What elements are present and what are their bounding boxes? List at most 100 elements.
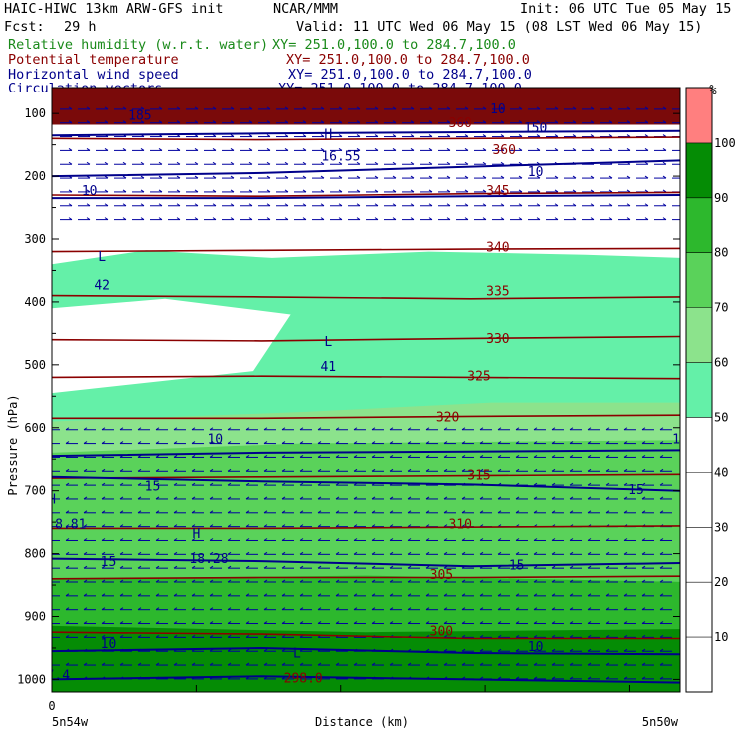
colorbar-band-50 xyxy=(686,362,712,418)
wind-vector-head xyxy=(554,147,559,151)
wind-vector-head xyxy=(101,579,106,583)
wind-vector-head xyxy=(389,510,394,514)
wind-vector-head xyxy=(137,524,142,528)
wind-vector-head xyxy=(48,677,51,679)
contour-label-extrema: 42 xyxy=(94,278,110,293)
wind-vector-head xyxy=(191,482,196,486)
wind-vector-head xyxy=(425,496,430,500)
wind-vector-head xyxy=(533,593,538,597)
wind-vector-head xyxy=(407,496,412,500)
wind-vector-head xyxy=(518,147,523,151)
wind-vector-head xyxy=(482,134,487,137)
wind-vector-head xyxy=(497,455,502,458)
wind-vector-head xyxy=(48,428,51,430)
wind-vector-head xyxy=(461,524,466,528)
wind-vector-head xyxy=(425,565,430,569)
wind-vector-head xyxy=(335,551,340,555)
wind-vector-head xyxy=(299,593,304,597)
wind-vector-head xyxy=(389,662,394,666)
wind-vector-head xyxy=(443,455,448,458)
wind-vector-head xyxy=(353,496,358,500)
wind-vector-head xyxy=(335,565,340,569)
wind-vector-head xyxy=(644,120,649,124)
colorbar-tick-label: 30 xyxy=(714,520,728,534)
wind-vector-head xyxy=(194,147,199,151)
wind-vector-head xyxy=(65,607,70,611)
wind-vector-head xyxy=(284,189,289,193)
wind-vector-head xyxy=(209,662,214,666)
fcst-value: 29 h xyxy=(64,19,97,35)
wind-vector-head xyxy=(425,579,430,583)
wind-vector-head xyxy=(623,427,628,431)
wind-vector-head xyxy=(410,106,415,110)
wind-vector-head xyxy=(587,538,592,541)
wind-vector-head xyxy=(389,468,394,472)
wind-vector-head xyxy=(482,217,487,221)
wind-vector-head xyxy=(356,134,361,137)
wind-vector-head xyxy=(230,106,235,110)
wind-vector-head xyxy=(137,482,142,486)
wind-vector-head xyxy=(317,468,322,472)
wind-vector-head xyxy=(140,175,145,179)
wind-vector-head xyxy=(158,217,163,221)
theta-line-300 xyxy=(52,631,680,640)
wind-vector-head xyxy=(353,468,358,472)
wind-vector-head xyxy=(137,565,142,569)
wind-vector-head xyxy=(551,634,556,638)
wind-vector-head xyxy=(461,634,466,638)
wind-vector-head xyxy=(212,106,217,110)
wind-vector-head xyxy=(284,147,289,151)
wind-vector-head xyxy=(500,189,505,193)
wind-vector-head xyxy=(443,662,448,666)
wind-vector-head xyxy=(659,579,664,583)
wind-vector-head xyxy=(515,676,520,680)
wind-vector-head xyxy=(605,496,610,500)
wind-vector-head xyxy=(428,203,433,207)
wind-vector-head xyxy=(554,134,559,137)
wind-vector-head xyxy=(464,203,469,207)
wind-vector-head xyxy=(641,538,646,541)
wind-vector-head xyxy=(605,538,610,541)
wind-vector-head xyxy=(464,106,469,110)
wind-vector-head xyxy=(245,648,250,652)
wind-vector-head xyxy=(266,189,271,193)
wind-vector-head xyxy=(191,468,196,472)
wind-vector-head xyxy=(68,147,73,151)
wind-vector-head xyxy=(590,189,595,193)
wind-vector-head xyxy=(623,634,628,638)
wind-vector-head xyxy=(137,551,142,555)
wind-vector-head xyxy=(209,565,214,569)
wind-vector-head xyxy=(425,427,430,431)
wind-vector-head xyxy=(281,662,286,666)
wind-vector-head xyxy=(428,175,433,179)
wind-vector-head xyxy=(65,579,70,583)
wind-vector-head xyxy=(122,189,127,193)
wind-vector-head xyxy=(425,510,430,514)
wind-vector-head xyxy=(140,203,145,207)
wind-vector-head xyxy=(119,607,124,611)
wind-vector-head xyxy=(605,551,610,555)
contour-label-wind: 10 xyxy=(528,640,544,655)
contour-label-theta: 300 xyxy=(430,624,453,639)
wind-vector-head xyxy=(155,468,160,472)
wind-vector-head xyxy=(569,607,574,611)
wind-vector-head xyxy=(425,524,430,528)
wind-vector-head xyxy=(371,538,376,541)
wind-vector-head xyxy=(284,175,289,179)
wind-vector-head xyxy=(122,106,127,110)
valid-time: Valid: 11 UTC Wed 06 May 15 (08 LST Wed … xyxy=(296,19,703,35)
wind-vector-head xyxy=(371,607,376,611)
wind-vector-head xyxy=(587,662,592,666)
wind-vector-head xyxy=(515,538,520,541)
wind-vector-head xyxy=(173,607,178,611)
wind-vector-head xyxy=(68,217,73,221)
contour-label-theta: 360 xyxy=(448,116,471,131)
wind-vector-head xyxy=(140,217,145,221)
wind-vector-head xyxy=(317,482,322,486)
wind-vector-head xyxy=(497,538,502,541)
wind-vector-head xyxy=(48,649,51,651)
wind-vector-head xyxy=(551,662,556,666)
wind-vector-head xyxy=(389,579,394,583)
wind-vector-head xyxy=(644,147,649,151)
contour-label-theta: 345 xyxy=(486,184,509,199)
